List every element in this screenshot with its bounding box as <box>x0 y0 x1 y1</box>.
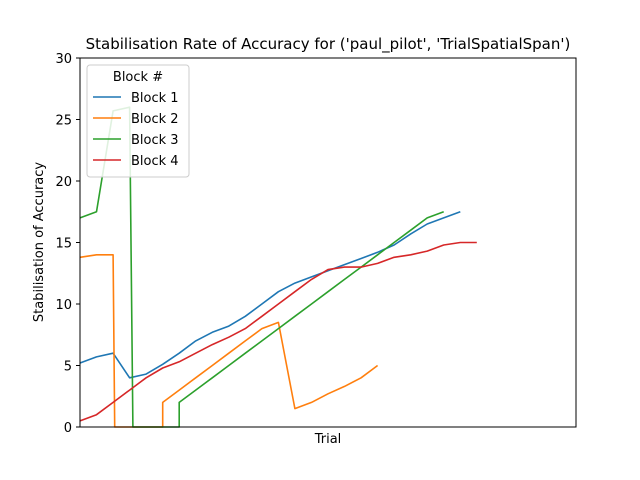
legend-label-block-2: Block 2 <box>131 112 179 127</box>
y-tick-label: 15 <box>55 237 72 252</box>
legend-entries: Block 1 Block 2 Block 3 Block 4 <box>93 91 179 169</box>
legend: Block # Block 1 Block 2 Block 3 Block 4 <box>86 64 190 178</box>
y-tick-label: 25 <box>55 114 72 129</box>
x-axis-label: Trial <box>314 432 342 447</box>
legend-label-block-1: Block 1 <box>131 91 179 106</box>
series-line-block-4 <box>79 241 477 422</box>
y-axis-label: Stabilisation of Accuracy <box>32 162 47 322</box>
legend-label-block-4: Block 4 <box>131 154 179 169</box>
chart-title: Stabilisation Rate of Accuracy for ('pau… <box>86 35 571 54</box>
y-tick-label: 20 <box>55 175 72 190</box>
y-axis-ticks: 0 5 10 15 20 25 30 <box>55 52 80 436</box>
y-tick-label: 0 <box>64 421 72 436</box>
y-tick-label: 5 <box>64 360 72 375</box>
legend-box <box>86 64 190 178</box>
legend-label-block-3: Block 3 <box>131 133 179 148</box>
legend-title: Block # <box>113 70 163 85</box>
y-tick-label: 30 <box>55 52 72 67</box>
series-line-block-3 <box>79 106 444 428</box>
y-tick-label: 10 <box>55 298 72 313</box>
series-line-block-1 <box>79 211 461 379</box>
